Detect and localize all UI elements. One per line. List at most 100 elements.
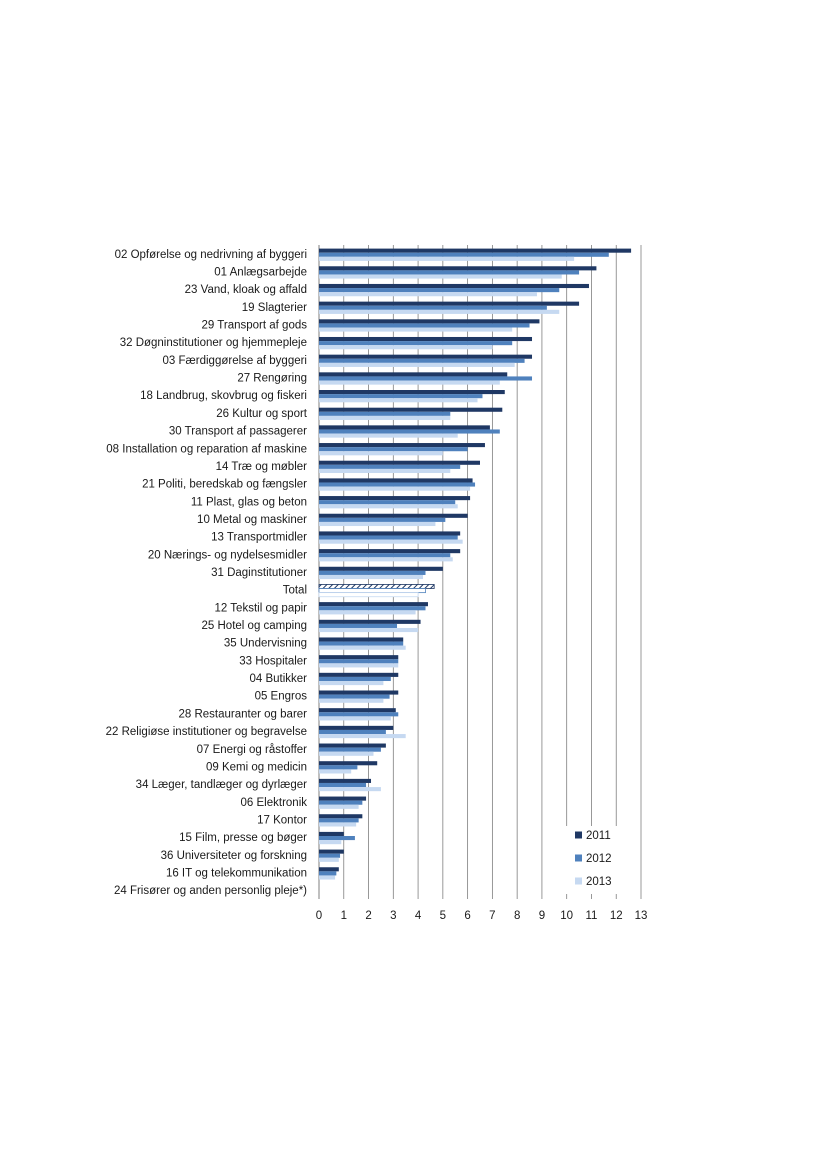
x-tick-label: 1	[341, 910, 347, 922]
bar-2012-33	[319, 835, 355, 841]
category-label: 01 Anlægsarbejde	[214, 267, 307, 279]
category-label: 07 Energi og råstoffer	[197, 744, 308, 756]
bar-2012-19	[318, 588, 426, 594]
bar-2011-5	[319, 336, 533, 342]
bar-2011-14	[319, 496, 471, 501]
bar-2011-8	[319, 390, 505, 395]
bar-2013-32	[319, 822, 357, 827]
category-label: 32 Døgninstitutioner og hjemmepleje	[120, 337, 307, 349]
category-label: 18 Landbrug, skovbrug og fiskeri	[140, 390, 307, 402]
bar-2012-29	[319, 765, 358, 770]
bar-2011-25	[319, 690, 399, 695]
bar-2011-33	[319, 831, 344, 836]
bar-2012-21	[319, 623, 398, 628]
bar-2011-19	[318, 584, 435, 589]
bar-2011-18	[319, 566, 443, 571]
bar-2013-28	[319, 751, 374, 756]
category-label: 34 Læger, tandlæger og dyrlæger	[136, 779, 307, 791]
category-label: 31 Daginstitutioner	[211, 567, 307, 579]
category-label: 04 Butikker	[249, 673, 307, 685]
bar-2013-16	[319, 539, 463, 544]
x-axis-ticks: 0 1 2 3 4 5 6 7 8 9 10 11 12 13	[316, 910, 648, 922]
bar-2011-35	[319, 867, 339, 872]
bar-2011-27	[319, 725, 394, 730]
bar-2012-11	[319, 447, 468, 452]
category-label: 11 Plast, glas og beton	[191, 496, 307, 508]
bar-2013-8	[319, 398, 478, 403]
legend-swatch-2013	[575, 877, 582, 885]
bar-2012-8	[319, 394, 483, 399]
category-label: 26 Kultur og sport	[216, 408, 308, 420]
bar-2012-20	[319, 606, 426, 611]
bar-2012-5	[319, 341, 513, 346]
bar-2013-22	[319, 645, 406, 650]
x-tick-label: 6	[464, 910, 470, 922]
x-tick-label: 9	[539, 910, 545, 922]
x-tick-label: 0	[316, 910, 322, 922]
bars	[318, 248, 632, 880]
bar-2013-12	[319, 468, 451, 474]
legend-label-2011: 2011	[586, 830, 611, 842]
bar-2013-10	[319, 433, 458, 438]
category-label: 29 Transport af gods	[202, 320, 308, 332]
bar-2013-4	[319, 327, 513, 332]
bar-2013-5	[319, 345, 493, 350]
bar-2013-18	[319, 574, 424, 580]
category-label: 27 Rengøring	[237, 373, 307, 385]
bar-2013-3	[319, 309, 560, 314]
category-label: 06 Elektronik	[241, 797, 308, 809]
bar-2013-1	[319, 274, 562, 279]
bar-2011-30	[319, 778, 372, 783]
category-label: 36 Universiteter og forskning	[161, 850, 307, 862]
bar-2012-6	[319, 358, 525, 363]
bar-2011-2	[319, 283, 589, 289]
bar-2012-17	[319, 553, 451, 558]
bar-2013-14	[319, 504, 458, 509]
bar-2013-27	[319, 734, 406, 739]
bar-2011-23	[319, 655, 399, 660]
x-tick-label: 12	[610, 910, 623, 922]
bar-2011-3	[319, 301, 580, 306]
bar-2013-29	[319, 769, 352, 774]
x-tick-label: 8	[514, 910, 520, 922]
category-label: 08 Installation og reparation af maskine	[106, 443, 307, 455]
bar-2013-6	[319, 362, 515, 367]
bar-2011-1	[319, 266, 597, 271]
category-label: 05 Engros	[255, 691, 308, 703]
category-label: 24 Frisører og anden personlig pleje*)	[114, 885, 307, 897]
bar-2011-15	[319, 513, 468, 518]
category-label: 19 Slagterier	[242, 302, 307, 314]
category-label: 16 IT og telekommunikation	[166, 867, 307, 879]
bar-2011-29	[319, 761, 378, 766]
bar-2012-9	[319, 411, 451, 416]
bar-2012-35	[319, 871, 337, 876]
category-label: 17 Kontor	[257, 814, 307, 826]
legend-label-2012: 2012	[586, 853, 612, 865]
legend: 2011 2012 2013	[565, 826, 623, 894]
bar-2012-22	[319, 641, 404, 646]
category-label: 02 Opførelse og nedrivning af byggeri	[115, 249, 307, 261]
bar-2012-32	[319, 818, 359, 823]
bar-2011-7	[319, 372, 508, 377]
category-label: 35 Undervisning	[224, 638, 307, 650]
bar-2012-1	[319, 270, 580, 275]
bar-2013-26	[319, 716, 391, 721]
category-label: 30 Transport af passagerer	[169, 426, 307, 438]
x-tick-label: 5	[440, 910, 446, 922]
bar-2013-17	[319, 557, 453, 562]
legend-swatch-2012	[575, 854, 582, 862]
bar-2013-2	[319, 292, 537, 297]
x-tick-label: 7	[489, 910, 495, 922]
legend-label-2013: 2013	[586, 876, 612, 888]
bar-2012-18	[319, 570, 426, 575]
bar-2011-34	[319, 849, 344, 854]
bar-2011-0	[319, 248, 632, 253]
bar-2011-11	[319, 443, 485, 448]
bar-2011-17	[319, 549, 461, 554]
bar-2012-27	[319, 729, 386, 735]
category-label: 33 Hospitaler	[239, 655, 307, 667]
bar-2012-26	[319, 712, 399, 717]
bar-2012-2	[319, 288, 560, 293]
bar-2011-21	[319, 619, 421, 624]
bar-2012-25	[319, 694, 390, 699]
